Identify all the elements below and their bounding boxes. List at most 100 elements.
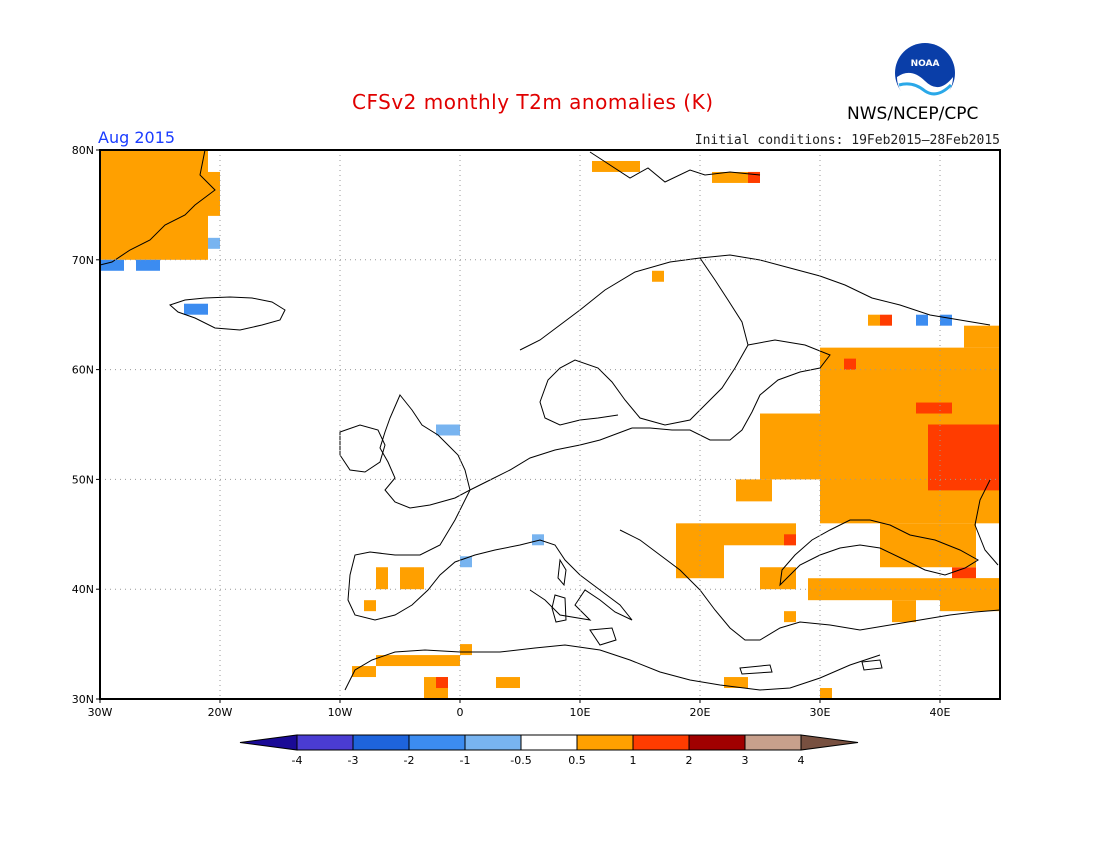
anomaly-cell [376,567,388,590]
lat-tick-label: 50N [72,473,94,486]
map-frame [99,149,1001,700]
anomaly-cell [436,677,448,689]
colorbar-level-label: -1 [460,754,471,767]
baltic-coast [632,339,831,441]
balkans-coast [619,529,1001,641]
anomaly-cell [724,523,760,546]
graticule [100,150,1000,699]
colorbar-swatch [632,734,690,751]
anomaly-cell [100,150,208,260]
colorbar-swatch [464,734,522,751]
anomaly-cell [844,358,856,370]
anomaly-cell [940,578,1000,612]
lon-tick-label: 30W [88,706,113,719]
anomaly-cell [208,237,220,249]
latitude-labels: 30N 40N 50N 60N 70N 80N [72,144,100,706]
anomaly-cell [748,171,760,183]
colorbar-swatch [688,734,746,751]
colorbar-swatch [576,734,634,751]
colorbar-swatch [744,734,802,751]
caspian-coast [974,479,999,566]
anomaly-cell [760,567,796,590]
anomaly-cell [820,688,832,699]
lat-tick-label: 60N [72,364,94,377]
lon-tick-label: 40E [930,706,951,719]
lon-tick-label: 30E [810,706,831,719]
anomaly-map: 30W 20W 10W 0 10E 20E 30E 40E 30N 40N 50N 60N 70N 80… [72,144,1001,719]
noaa-logo: NOAA [895,43,955,105]
colorbar-swatch [352,734,410,751]
anomaly-cell [376,655,460,667]
colorbar-level-label: 4 [798,754,805,767]
sardinia-coast [551,594,567,623]
lat-tick-label: 80N [72,144,94,157]
anomaly-cell [892,600,916,623]
anomaly-cell [724,677,748,689]
anomaly-cell [952,567,976,579]
lat-tick-label: 30N [72,693,94,706]
coastlines [99,149,1001,691]
sicily-coast [589,627,617,646]
anomaly-cell [592,160,640,172]
lon-tick-label: 10W [328,706,353,719]
longitude-labels: 30W 20W 10W 0 10E 20E 30E 40E [88,699,951,719]
africa-coast [344,644,881,691]
colorbar-min-arrow [239,734,298,751]
anomaly-cell [196,171,220,216]
anomaly-cell [436,424,460,436]
britain-coast [379,394,471,509]
anomaly-cell [532,534,544,546]
anomaly-cell [352,666,376,678]
lat-tick-label: 40N [72,583,94,596]
colorbar-level-label: -3 [348,754,359,767]
anomaly-cell [184,303,208,315]
ireland-coast [339,424,386,473]
colorbar-level-label: 0.5 [568,754,586,767]
anomaly-cell [880,523,976,568]
anomaly-cell [652,270,664,282]
anomaly-cell [736,479,772,502]
corsica-coast [557,558,567,587]
agency-label: NWS/NCEP/CPC [847,104,979,124]
lat-tick-label: 70N [72,254,94,267]
colorbar-level-label: 1 [630,754,637,767]
colorbar-swatch [520,734,578,751]
greenland-coast [99,149,216,266]
iceland-coast [169,296,286,331]
anomaly-cell [880,314,892,326]
anomaly-cell [784,611,796,623]
anomaly-cell [400,567,424,590]
lon-tick-label: 20W [208,706,233,719]
anomaly-cell [868,314,880,326]
colorbar-level-label: 2 [686,754,693,767]
lon-tick-label: 10E [570,706,591,719]
anomaly-cell [916,314,928,326]
anomaly-cell [364,600,376,612]
lon-tick-label: 20E [690,706,711,719]
logo-text: NOAA [911,59,940,69]
colorbar-max-arrow [800,734,859,751]
colorbar-level-label: -2 [404,754,415,767]
anomaly-cell [940,314,952,326]
cyprus-coast [861,659,883,671]
map-title: CFSv2 monthly T2m anomalies (K) [352,90,714,114]
colorbar-swatch [296,734,354,751]
colorbar-level-label: -0.5 [510,754,531,767]
svalbard-coast [589,151,761,183]
europe-west-coast [347,427,633,621]
anomaly-cell [100,259,124,271]
initial-conditions: Initial conditions: 19Feb2015—28Feb2015 [694,133,1000,148]
anomaly-cell [760,413,820,480]
colorbar-swatch [408,734,466,751]
anomaly-cell [496,677,520,689]
anomaly-cell [964,325,1000,348]
anomaly-cell [460,644,472,656]
colorbar-level-label: -4 [292,754,303,767]
black-sea-coast [779,519,979,587]
forecast-period: Aug 2015 [98,128,176,147]
colorbar-level-label: 3 [742,754,749,767]
anomaly-cell [712,171,760,183]
anomaly-cell [460,556,472,568]
anomaly-cell [784,534,796,546]
